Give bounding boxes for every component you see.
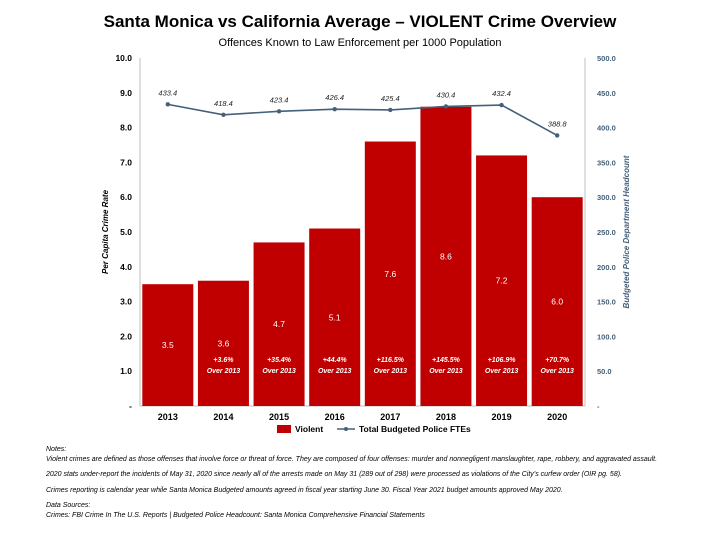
line-value-label: 433.4	[158, 88, 177, 97]
bar-change-suffix: Over 2013	[540, 368, 574, 375]
bar-violent-2020	[531, 197, 583, 406]
notes-heading: Notes:	[46, 446, 67, 453]
y-tick-label: -	[129, 401, 132, 411]
chart-subtitle: Offences Known to Law Enforcement per 10…	[218, 37, 502, 49]
y-tick-label: 4.0	[120, 262, 132, 272]
bar-change-label: +106.9%	[488, 357, 517, 364]
legend-marker-ftes	[344, 427, 348, 431]
bar-value-label: 7.2	[496, 276, 508, 286]
bar-value-label: 3.6	[218, 338, 230, 348]
y2-tick-label: 500.0	[597, 54, 616, 63]
line-value-label: 432.4	[492, 89, 511, 98]
bar-violent-2018	[420, 106, 472, 406]
y-tick-label: 7.0	[120, 157, 132, 167]
legend-label-ftes: Total Budgeted Police FTEs	[359, 424, 471, 434]
x-tick-label: 2019	[492, 412, 512, 422]
bar-violent-2015	[253, 242, 305, 406]
y-tick-label: 6.0	[120, 192, 132, 202]
legend-label-violent: Violent	[295, 424, 323, 434]
y2-tick-label: 400.0	[597, 124, 616, 133]
x-tick-label: 2016	[325, 412, 345, 422]
y2-tick-label: -	[597, 402, 600, 411]
line-point	[499, 102, 504, 108]
line-value-label: 418.4	[214, 99, 233, 108]
x-tick-label: 2014	[213, 412, 233, 422]
bar-violent-2016	[309, 228, 361, 406]
x-tick-label: 2018	[436, 412, 456, 422]
bar-violent-2019	[476, 155, 528, 406]
bar-change-suffix: Over 2013	[207, 368, 241, 375]
y2-tick-label: 250.0	[597, 228, 616, 237]
y2-tick-label: 300.0	[597, 193, 616, 202]
y2-tick-label: 150.0	[597, 298, 616, 307]
bar-value-label: 4.7	[273, 319, 285, 329]
y-tick-label: 10.0	[115, 53, 132, 63]
bar-change-label: +3.6%	[213, 357, 234, 364]
bar-violent-2014	[197, 280, 249, 406]
x-tick-label: 2015	[269, 412, 289, 422]
line-point	[276, 109, 282, 114]
bar-change-label: +145.5%	[432, 357, 461, 364]
line-point	[554, 133, 560, 138]
bar-value-label: 5.1	[329, 312, 341, 322]
bar-violent-2017	[364, 141, 416, 406]
combo-chart: - 1.0 2.0 3.0 4.0 5.0 6.0 7.0 8.0 9.0 10.0 - 50.0 100…	[101, 53, 631, 434]
bar-change-suffix: Over 2013	[318, 368, 352, 375]
y2-tick-label: 450.0	[597, 89, 616, 98]
y-tick-label: 5.0	[120, 227, 132, 237]
x-tick-label: 2013	[158, 412, 178, 422]
bar-change-label: +70.7%	[545, 357, 570, 364]
note-line-3: Crimes reporting is calendar year while …	[46, 486, 563, 494]
sources-heading: Data Sources:	[46, 502, 91, 510]
line-value-label: 388.8	[548, 119, 568, 128]
bar-change-suffix: Over 2013	[485, 368, 519, 375]
x-tick-label: 2020	[547, 412, 567, 422]
bar-value-label: 8.6	[440, 251, 452, 261]
y2-axis-title: Budgeted Police Department Headcount	[622, 155, 631, 308]
bar-value-label: 3.5	[162, 340, 174, 350]
bar-value-label: 6.0	[551, 297, 563, 307]
sources-text: Crimes: FBI Crime In The U.S. Reports | …	[46, 511, 425, 519]
y-tick-label: 3.0	[120, 297, 132, 307]
bar-change-suffix: Over 2013	[374, 368, 408, 375]
line-value-label: 423.4	[270, 95, 289, 104]
line-value-label: 426.4	[325, 93, 344, 102]
line-point	[443, 104, 449, 109]
notes-section: Notes: Violent crimes are defined as tho…	[46, 445, 706, 521]
bar-change-label: +116.5%	[377, 357, 405, 364]
bar-value-label: 7.6	[384, 269, 396, 279]
note-line-1: Violent crimes are defined as those offe…	[46, 455, 658, 463]
legend-swatch-violent	[277, 425, 291, 433]
note-line-2: 2020 stats under-report the incidents of…	[46, 471, 622, 479]
y2-tick-label: 50.0	[597, 367, 612, 376]
x-tick-label: 2017	[380, 412, 400, 422]
line-police-ftes	[167, 103, 558, 137]
line-point	[332, 107, 337, 112]
y2-tick-label: 100.0	[597, 332, 616, 341]
bar-change-suffix: Over 2013	[429, 368, 463, 375]
y-tick-label: 8.0	[120, 123, 132, 133]
y-axis-title: Per Capita Crime Rate	[101, 189, 110, 274]
y2-tick-label: 350.0	[597, 158, 616, 167]
bar-violent-2013	[142, 284, 194, 406]
y-tick-label: 1.0	[120, 366, 132, 376]
chart-title: Santa Monica vs California Average – VIO…	[103, 12, 617, 31]
line-point	[165, 102, 171, 107]
y-tick-label: 9.0	[120, 88, 132, 98]
y2-tick-label: 200.0	[597, 263, 616, 272]
line-value-label: 425.4	[381, 94, 400, 103]
bar-change-label: +44.4%	[323, 357, 348, 364]
line-point	[221, 112, 226, 117]
bar-change-suffix: Over 2013	[262, 368, 296, 375]
y-tick-label: 2.0	[120, 331, 132, 341]
bar-change-label: +35.4%	[267, 357, 292, 364]
line-value-label: 430.4	[437, 90, 456, 99]
line-point	[388, 107, 393, 113]
